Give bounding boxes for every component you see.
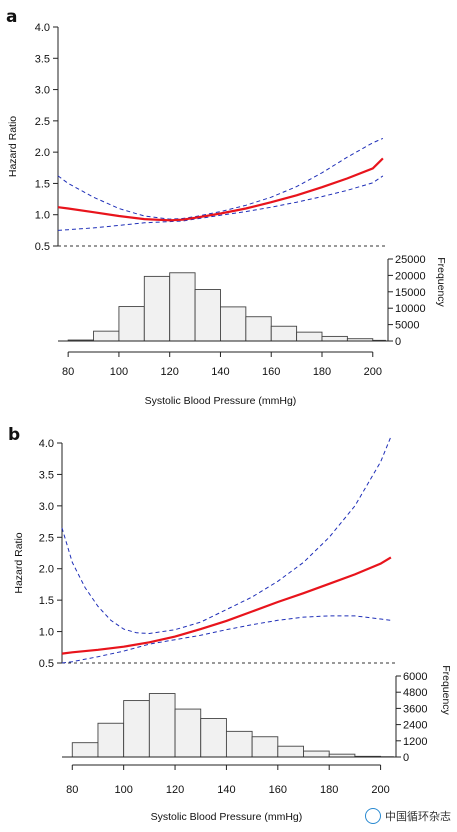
- histogram-bar: [123, 700, 150, 758]
- histogram-bar: [93, 330, 120, 342]
- panel-letter: a: [6, 7, 17, 27]
- frequency-tick-label: 15000: [395, 287, 426, 299]
- ci-line-lower: [57, 175, 384, 231]
- x-tick-label: 80: [62, 366, 74, 378]
- x-tick-label: 200: [364, 366, 382, 378]
- chart-panel-b: b 0.5 1.0 1.5 2.0 2.5 3.0 3.5 4.0 Hazard Ratio 0 12…: [8, 425, 452, 823]
- y-axis-title: Hazard Ratio: [13, 532, 25, 593]
- frequency-tick-label: 5000: [395, 320, 419, 332]
- histogram-bar: [251, 736, 279, 758]
- x-axis-title: Systolic Blood Pressure (mmHg): [145, 395, 297, 407]
- x-tick-label: 100: [114, 784, 132, 796]
- histogram-bar: [169, 272, 196, 342]
- histogram-bar: [303, 750, 330, 758]
- histogram-bar: [296, 331, 323, 342]
- panel-letter: b: [8, 425, 20, 445]
- y-tick-label: 2.5: [39, 532, 54, 544]
- x-tick-label: 180: [313, 366, 331, 378]
- frequency-tick-label: 3600: [403, 703, 427, 715]
- frequency-tick-label: 10000: [395, 303, 426, 315]
- histogram-bar: [71, 742, 99, 758]
- histogram-bar: [148, 693, 176, 758]
- histogram-bar: [277, 745, 304, 758]
- y-tick-label: 4.0: [35, 22, 50, 34]
- x-tick-label: 100: [110, 366, 128, 378]
- y-tick-label: 2.0: [35, 147, 50, 159]
- y-tick-label: 1.5: [35, 178, 50, 190]
- frequency-tick-label: 0: [403, 752, 409, 764]
- ci-line-lower: [61, 615, 391, 664]
- y-tick-label: 4.0: [39, 438, 54, 450]
- hazard-ratio-line: [61, 556, 392, 655]
- x-tick-label: 120: [161, 366, 179, 378]
- hazard-ratio-line: [57, 157, 384, 222]
- histogram-bar: [97, 722, 125, 758]
- frequency-tick-label: 2400: [403, 720, 427, 732]
- ci-line-upper: [61, 436, 392, 635]
- histogram-bar: [174, 708, 202, 758]
- watermark: 中国循环杂志: [365, 808, 451, 824]
- frequency-tick-label: 4800: [403, 687, 427, 699]
- y-tick-label: 3.5: [39, 469, 54, 481]
- y-tick-label: 1.5: [39, 595, 54, 607]
- histogram-bar: [321, 335, 348, 342]
- histogram-bar: [225, 730, 253, 758]
- wechat-logo-icon: [365, 808, 381, 824]
- histogram-bar: [220, 306, 247, 342]
- x-tick-label: 200: [371, 784, 389, 796]
- histogram-bar: [270, 325, 298, 342]
- y-tick-label: 0.5: [35, 241, 50, 253]
- chart-panel-a: a 0.5 1.0 1.5 2.0 2.5 3.0 3.5 4.0 Hazard Ratio 0 50…: [6, 7, 447, 407]
- y-tick-label: 3.0: [39, 501, 54, 513]
- frequency-tick-label: 20000: [395, 270, 426, 282]
- frequency-tick-label: 1200: [403, 736, 427, 748]
- histogram-bar: [245, 316, 272, 342]
- y-tick-label: 2.0: [39, 564, 54, 576]
- frequency-axis-title: Frequency: [435, 257, 447, 307]
- x-tick-label: 120: [166, 784, 184, 796]
- x-tick-label: 180: [320, 784, 338, 796]
- frequency-tick-label: 25000: [395, 254, 426, 266]
- y-tick-label: 3.5: [35, 53, 50, 65]
- x-tick-label: 160: [262, 366, 280, 378]
- y-tick-label: 2.5: [35, 116, 50, 128]
- y-tick-label: 1.0: [39, 627, 54, 639]
- histogram-bar: [194, 289, 221, 342]
- x-axis-title: Systolic Blood Pressure (mmHg): [151, 811, 303, 823]
- y-tick-label: 3.0: [35, 85, 50, 97]
- ci-line-upper: [57, 137, 384, 220]
- y-axis-title: Hazard Ratio: [7, 116, 19, 177]
- frequency-tick-label: 0: [395, 336, 401, 348]
- y-tick-label: 0.5: [39, 658, 54, 670]
- histogram-bar: [143, 275, 171, 342]
- x-tick-label: 140: [211, 366, 229, 378]
- frequency-axis-title: Frequency: [440, 665, 452, 715]
- x-tick-label: 160: [269, 784, 287, 796]
- histogram-bar: [200, 718, 227, 758]
- x-tick-label: 140: [217, 784, 235, 796]
- histogram-bar: [118, 306, 145, 342]
- y-tick-label: 1.0: [35, 210, 50, 222]
- x-tick-label: 80: [66, 784, 78, 796]
- frequency-tick-label: 6000: [403, 671, 427, 683]
- watermark-text: 中国循环杂志: [385, 810, 451, 823]
